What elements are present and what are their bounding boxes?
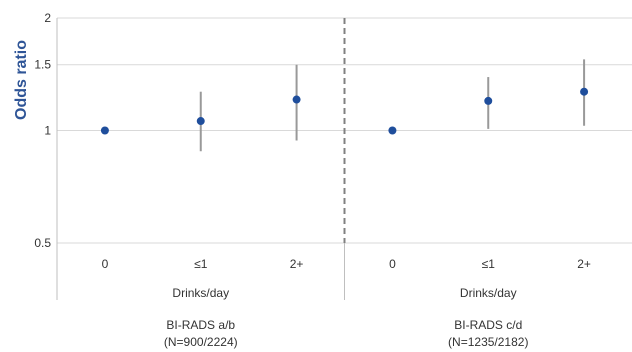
data-point-g0-2 — [292, 95, 301, 104]
data-point-g1-1 — [484, 96, 493, 105]
y-axis-label: Odds ratio — [13, 40, 30, 120]
data-points — [100, 87, 589, 135]
x-tick-label-g1-0: 0 — [389, 257, 396, 271]
data-point-g0-0 — [100, 126, 109, 135]
y-tick-label-0.5: 0.5 — [34, 236, 51, 250]
group-label-line2-g0: (N=900/2224) — [164, 335, 238, 349]
x-tick-label-g1-2: 2+ — [577, 257, 591, 271]
x-tick-label-g0-0: 0 — [102, 257, 109, 271]
group-label-line1-g1: BI-RADS c/d — [454, 318, 522, 332]
group-label-line1-g0: BI-RADS a/b — [166, 318, 235, 332]
data-point-g0-1 — [196, 117, 205, 126]
y-tick-label-1.5: 1.5 — [34, 58, 51, 72]
group-label-line2-g1: (N=1235/2182) — [448, 335, 528, 349]
y-tick-label-1: 1 — [44, 124, 51, 138]
data-point-g1-2 — [580, 87, 589, 96]
x-axis-label-g1: Drinks/day — [460, 286, 517, 300]
x-tick-label-g1-1: ≤1 — [482, 257, 496, 271]
error-bars — [199, 59, 586, 152]
labels: Odds ratio 0.5 1 1.5 2 0 ≤1 2+ Drinks/day BI-RAD… — [13, 11, 591, 349]
x-tick-label-g0-1: ≤1 — [194, 257, 208, 271]
x-axis-label-g0: Drinks/day — [172, 286, 229, 300]
x-tick-label-g0-2: 2+ — [290, 257, 304, 271]
axes — [56, 18, 346, 300]
data-point-g1-0 — [388, 126, 397, 135]
y-tick-label-2: 2 — [44, 11, 51, 25]
